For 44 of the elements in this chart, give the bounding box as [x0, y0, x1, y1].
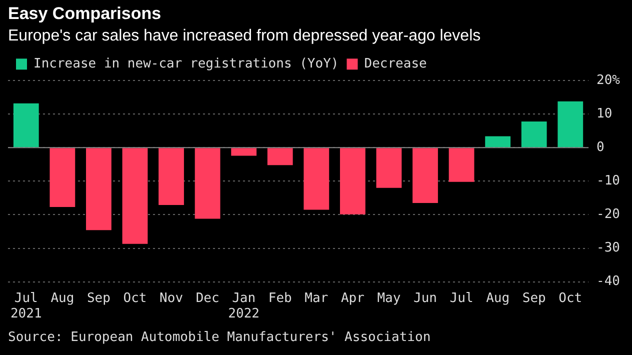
y-tick-label: 0: [596, 140, 604, 156]
bar: [231, 148, 257, 156]
y-tick-label: -30: [596, 240, 620, 256]
x-tick-label: Jan 2022: [228, 290, 260, 322]
y-tick-label: -40: [596, 274, 620, 290]
bar: [50, 148, 76, 208]
bar: [448, 148, 474, 182]
chart-subtitle: Europe's car sales have increased from depressed year-ago levels: [8, 27, 481, 44]
x-tick-label: Nov: [160, 290, 184, 306]
bar: [340, 148, 366, 214]
bar: [376, 148, 402, 188]
legend-label: Increase in new-car registrations (YoY): [34, 56, 339, 72]
bar: [412, 148, 438, 203]
bar: [521, 122, 547, 148]
legend-label: Decrease: [364, 56, 428, 72]
y-tick-label: -20: [596, 207, 620, 222]
x-tick-label: Oct: [123, 290, 147, 306]
bar: [304, 148, 330, 210]
bar: [158, 148, 184, 206]
bar: [13, 103, 39, 148]
x-tick-label: Oct: [558, 290, 582, 306]
source-note: Source: European Automobile Manufacturers' Association: [8, 330, 431, 345]
x-tick-label: Sep: [522, 290, 546, 306]
y-tick-label: -10: [596, 174, 620, 189]
x-tick-label: Mar: [304, 290, 328, 306]
bar: [122, 148, 148, 244]
x-tick-label: Dec: [196, 290, 220, 306]
chart-title: Easy Comparisons: [8, 4, 162, 23]
x-tick-label: Aug: [50, 290, 74, 306]
y-tick-label: 10: [596, 106, 612, 122]
x-tick-label: Aug: [486, 290, 510, 306]
x-tick-label: May: [377, 290, 401, 306]
x-tick-label: Apr: [340, 290, 365, 306]
x-tick-label: Feb: [268, 290, 292, 306]
x-tick-label: Jul: [450, 290, 474, 306]
bar: [86, 148, 112, 230]
x-tick-label: Jun: [414, 290, 437, 306]
bar: [558, 101, 584, 148]
bar: [194, 148, 220, 219]
bar: [267, 148, 293, 166]
x-tick-label: Jul 2021: [10, 290, 42, 322]
y-tick-label: 20%: [596, 72, 620, 88]
bar: [485, 136, 511, 148]
x-tick-label: Sep: [86, 290, 111, 306]
